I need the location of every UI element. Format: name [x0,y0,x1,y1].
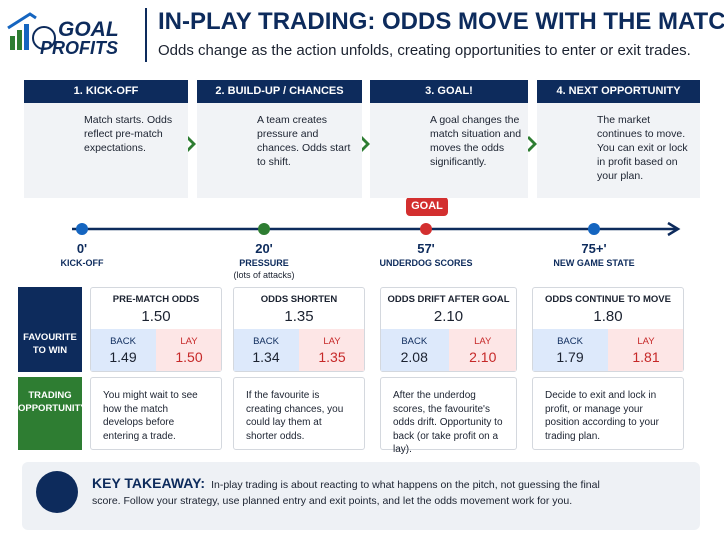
row-label-favourite: FAVOURITE TO WIN [18,287,82,372]
back-box [381,329,449,371]
lay-value: 1.50 [175,349,203,365]
lay-label: LAY [637,336,655,347]
lay-box [448,329,516,371]
timeline-label: NEW GAME STATE [553,258,635,268]
goal-badge-text: GOAL [411,200,443,212]
odds-title: PRE-MATCH ODDS [112,294,200,305]
odds-title: ODDS CONTINUE TO MOVE [545,294,671,305]
subtitle: Odds change as the action unfolds, creat… [158,42,691,59]
timeline-label: UNDERDOG SCORES [379,258,473,268]
stage-header: 3. GOAL! [370,80,528,103]
stage-header: 4. NEXT OPPORTUNITY [537,80,700,103]
timeline-arrow [667,221,681,237]
goal-badge [406,197,448,216]
takeaway-icon [36,471,78,513]
back-value: 1.49 [109,349,137,365]
back-label: BACK [110,336,136,347]
logo-bottom: PROFITS [40,38,119,58]
stage-header: 1. KICK-OFF [24,80,188,103]
odds-value: 1.35 [284,308,314,325]
back-value: 2.08 [400,349,428,365]
timeline-dot [420,223,432,235]
back-label: BACK [557,336,583,347]
odds-value: 1.50 [141,308,171,325]
timeline-note: (lots of attacks) [233,270,295,280]
odds-card [532,287,684,372]
back-value: 1.79 [556,349,584,365]
back-label: BACK [401,336,428,347]
stage-text: Match starts. Odds reflect pre-match exp… [84,114,173,154]
lay-box [156,329,221,371]
opportunity-box: You might wait to see how the match deve… [90,377,222,450]
odds-value: 1.80 [593,308,623,325]
opportunity-box: If the favourite is creating chances, yo… [233,377,365,450]
timeline-label: PRESSURE [239,258,289,268]
stage-header: 2. BUILD-UP / CHANCES [197,80,362,103]
timeline-time: 75+' [581,241,607,256]
back-box [91,329,156,371]
stage-body [197,103,362,198]
timeline-label: KICK-OFF [60,258,104,268]
lay-label: LAY [323,336,341,347]
timeline-time: 0' [76,241,88,256]
odds-card [233,287,365,372]
timeline-time: 20' [255,241,273,256]
stage-body [537,103,700,198]
odds-title: ODDS SHORTEN [260,294,338,305]
stage-body [24,103,188,198]
odds-card [90,287,222,372]
takeaway-box [22,462,700,530]
odds-card [380,287,517,372]
stage-text: A goal changes the match situation and m… [430,114,522,168]
opportunity-box: After the underdog scores, the favourite… [380,377,517,455]
row-label-opportunity: TRADING OPPORTUNITY [18,377,87,450]
title: IN-PLAY TRADING: ODDS MOVE WITH THE MATC… [158,8,724,35]
takeaway-body: In-play trading is about reacting to wha… [92,479,600,507]
lay-box [299,329,364,371]
lay-value: 1.81 [632,349,660,365]
odds-title: ODDS DRIFT AFTER GOAL [387,294,510,305]
logo-top: GOAL [58,18,119,41]
back-label: BACK [253,336,279,347]
timeline-dot [76,223,88,235]
lay-label: LAY [180,336,198,347]
stage-body [370,103,528,198]
timeline-dot [588,223,600,235]
stage-text: A team creates pressure and chances. Odd… [257,114,351,168]
stage-text: The market continues to move. You can ex… [597,114,688,182]
takeaway-text: KEY TAKEAWAY: In-play trading is about re… [92,475,622,509]
lay-value: 2.10 [469,349,497,365]
logo-icon [7,12,56,50]
lay-value: 1.35 [318,349,346,365]
timeline-time: 57' [417,241,435,256]
back-box [533,329,608,371]
odds-value: 2.10 [433,308,464,325]
back-value: 1.34 [252,349,280,365]
chevrons [186,136,537,152]
lay-box [608,329,683,371]
opportunity-box: Decide to exit and lock in profit, or ma… [532,377,684,450]
lay-label: LAY [474,336,492,347]
back-box [234,329,299,371]
timeline-dot [258,223,270,235]
takeaway-heading: KEY TAKEAWAY: [92,475,206,491]
